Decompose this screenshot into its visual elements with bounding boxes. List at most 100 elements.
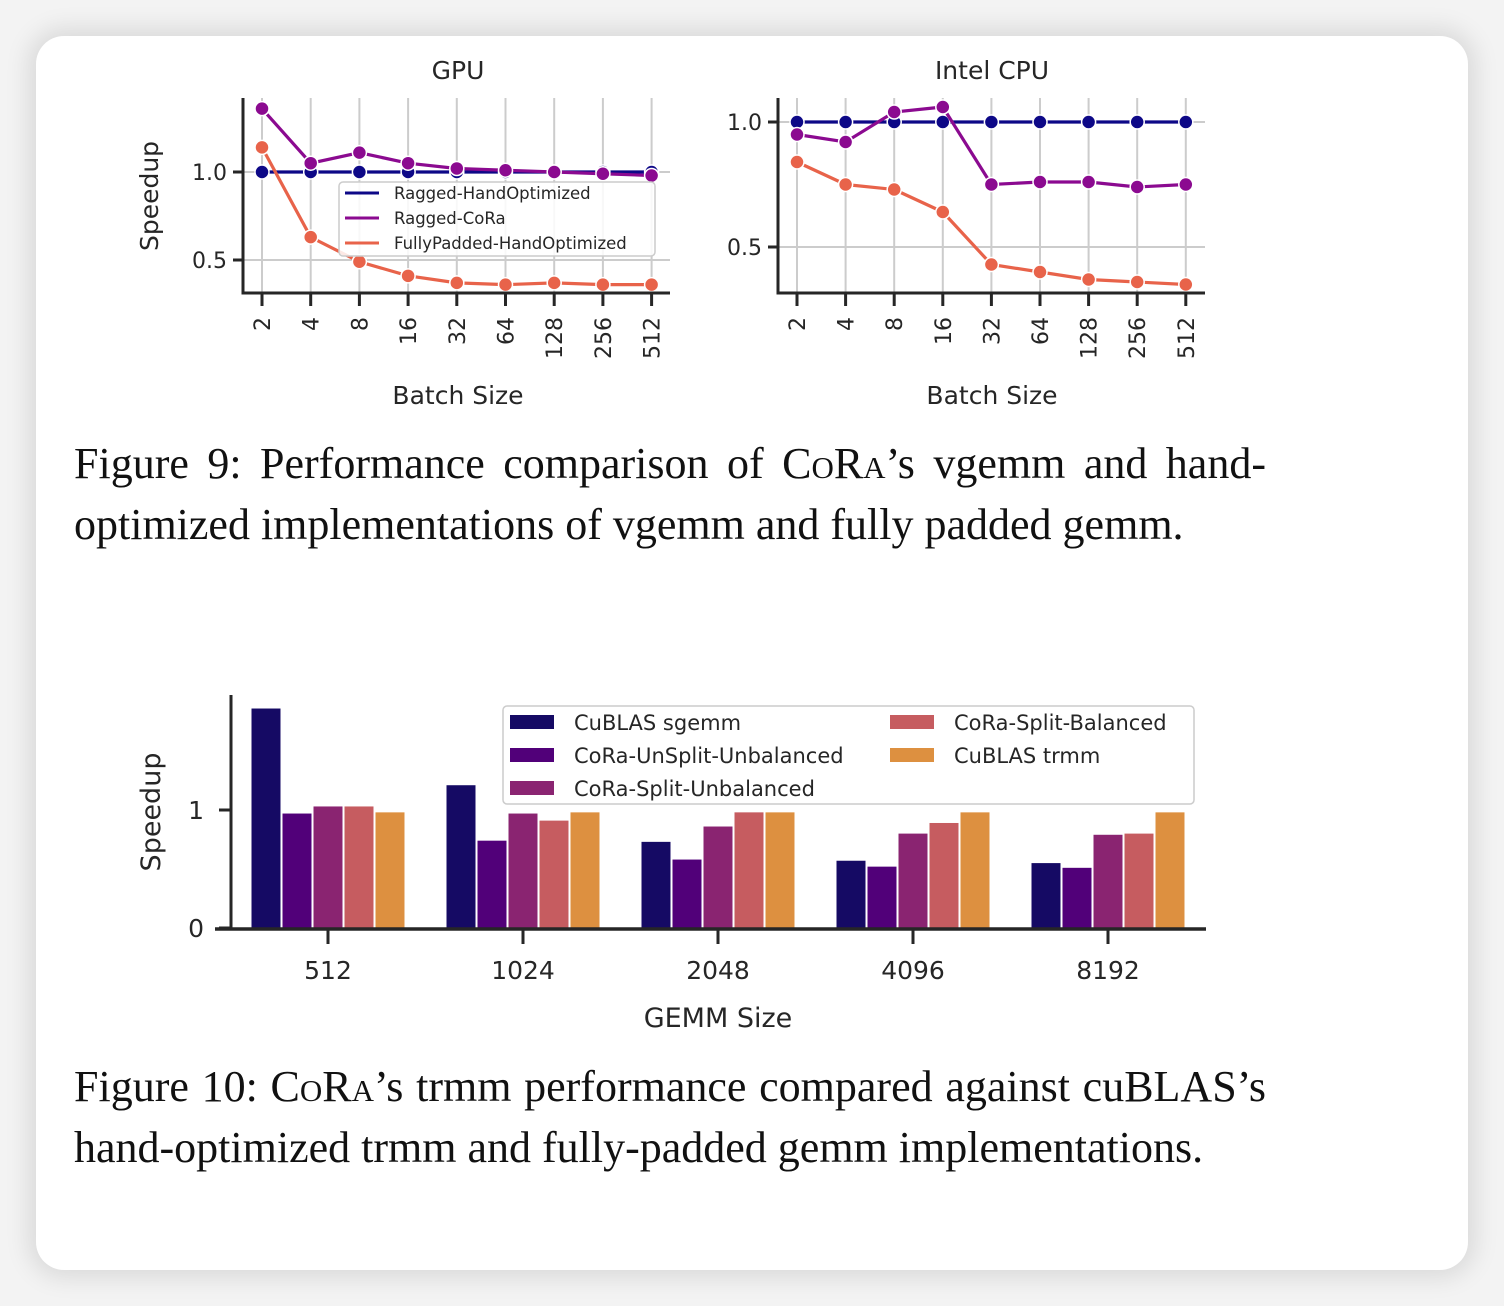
data-point <box>886 181 902 198</box>
bar-cublas-trmm <box>375 812 405 928</box>
data-point <box>1080 271 1097 288</box>
figure-9-caption-text: Performance comparison of CoRa’s vgemm a… <box>74 439 1266 549</box>
x-tick-label: 4096 <box>881 956 945 985</box>
data-point <box>400 268 416 284</box>
data-point <box>1178 114 1194 130</box>
data-point <box>546 164 562 180</box>
data-point <box>302 155 319 171</box>
x-tick-label: 64 <box>495 317 520 345</box>
bar-cublas-sgemm <box>251 708 281 928</box>
x-tick-label: 1024 <box>491 956 555 985</box>
y-tick-label: 0.5 <box>192 249 227 274</box>
figure-card <box>36 36 1468 1270</box>
bar-cora-split-unbalanced <box>1093 834 1123 928</box>
data-point <box>546 275 562 291</box>
data-point <box>497 276 514 293</box>
bar-cora-split-unbalanced <box>313 806 343 928</box>
x-axis-label: Batch Size <box>392 381 523 410</box>
legend-label: CuBLAS trmm <box>954 744 1100 768</box>
data-point <box>351 164 368 180</box>
chart-title: GPU <box>432 56 485 85</box>
x-tick-label: 512 <box>304 956 352 985</box>
legend-label: Ragged-CoRa <box>394 209 506 228</box>
data-point <box>449 275 465 291</box>
x-tick-label: 2 <box>251 317 276 331</box>
x-tick-label: 32 <box>980 317 1005 345</box>
bar-cora-split-balanced <box>344 806 374 928</box>
x-tick-label: 16 <box>932 317 957 345</box>
bar-cora-split-unbalanced <box>508 813 538 928</box>
bar-cora-split-balanced <box>929 822 959 928</box>
bar-cora-split-unbalanced <box>703 826 733 928</box>
legend-label: CoRa-Split-Balanced <box>954 711 1167 735</box>
x-tick-label: 2048 <box>686 956 750 985</box>
data-point <box>254 100 270 117</box>
x-tick-label: 4 <box>835 317 860 331</box>
x-tick-label: 2 <box>786 317 811 331</box>
data-point <box>497 162 514 178</box>
x-tick-label: 4 <box>300 317 325 331</box>
data-point <box>1178 276 1194 293</box>
data-point <box>837 176 854 193</box>
data-point <box>351 254 368 270</box>
y-tick-label: 1.0 <box>727 111 762 136</box>
bar-cora-split-balanced <box>734 812 764 928</box>
bar-cublas-trmm <box>570 812 600 928</box>
data-point <box>254 164 270 180</box>
bar-cublas-sgemm <box>836 860 866 928</box>
x-tick-label: 256 <box>1126 317 1151 359</box>
x-tick-label: 8 <box>883 317 908 331</box>
figure-10-caption-text: CoRa’s trmm performance compared against… <box>74 1062 1267 1172</box>
bar-cora-unsplit-unbalanced <box>867 866 897 928</box>
bar-cublas-sgemm <box>641 841 671 928</box>
x-tick-label: 64 <box>1029 317 1054 345</box>
data-point <box>302 229 319 245</box>
legend-label: CoRa-UnSplit-Unbalanced <box>574 744 844 768</box>
figure-10-caption: Figure 10: CoRa’s trmm performance compa… <box>74 1056 1266 1178</box>
y-axis-label: Speedup <box>136 753 167 872</box>
data-point <box>789 126 805 143</box>
data-point <box>1080 114 1097 130</box>
x-axis-label: GEMM Size <box>644 1003 793 1034</box>
data-point <box>1032 264 1048 280</box>
data-point <box>351 144 368 161</box>
bar-cublas-trmm <box>1155 812 1185 928</box>
figure-10-caption-prefix: Figure 10: <box>74 1062 258 1111</box>
figure-9-caption: Figure 9: Performance comparison of CoRa… <box>74 433 1266 555</box>
data-point <box>1129 114 1145 130</box>
legend-label: CuBLAS sgemm <box>574 711 741 735</box>
bar-cublas-trmm <box>960 812 990 928</box>
figure-9-caption-prefix: Figure 9: <box>74 439 242 488</box>
bar-cora-unsplit-unbalanced <box>672 859 702 928</box>
legend-label: FullyPadded-HandOptimized <box>394 234 627 253</box>
data-point <box>449 160 465 177</box>
data-point <box>1032 174 1048 190</box>
data-point <box>254 139 270 156</box>
y-tick-label: 1 <box>188 796 204 825</box>
bar-cora-unsplit-unbalanced <box>1062 867 1092 928</box>
y-axis-label: Speedup <box>135 141 164 251</box>
data-point <box>837 134 854 150</box>
data-point <box>1129 274 1145 290</box>
data-point <box>837 114 854 130</box>
data-point <box>1129 179 1145 195</box>
y-tick-label: 0.5 <box>727 236 762 261</box>
data-point <box>983 114 1000 130</box>
data-point <box>935 99 951 115</box>
legend-box <box>502 705 1195 805</box>
data-point <box>643 167 660 184</box>
x-tick-label: 128 <box>543 317 568 359</box>
y-tick-label: 0 <box>188 914 204 943</box>
legend-swatch <box>890 748 934 762</box>
x-tick-label: 512 <box>641 317 666 359</box>
x-tick-label: 256 <box>592 317 617 359</box>
legend-swatch <box>510 781 554 795</box>
bar-cora-split-unbalanced <box>898 833 928 928</box>
data-point <box>595 166 611 182</box>
data-point <box>886 104 902 120</box>
data-point <box>1178 176 1194 193</box>
data-point <box>1080 174 1097 190</box>
bar-cublas-sgemm <box>1031 863 1061 928</box>
x-tick-label: 16 <box>397 317 422 345</box>
